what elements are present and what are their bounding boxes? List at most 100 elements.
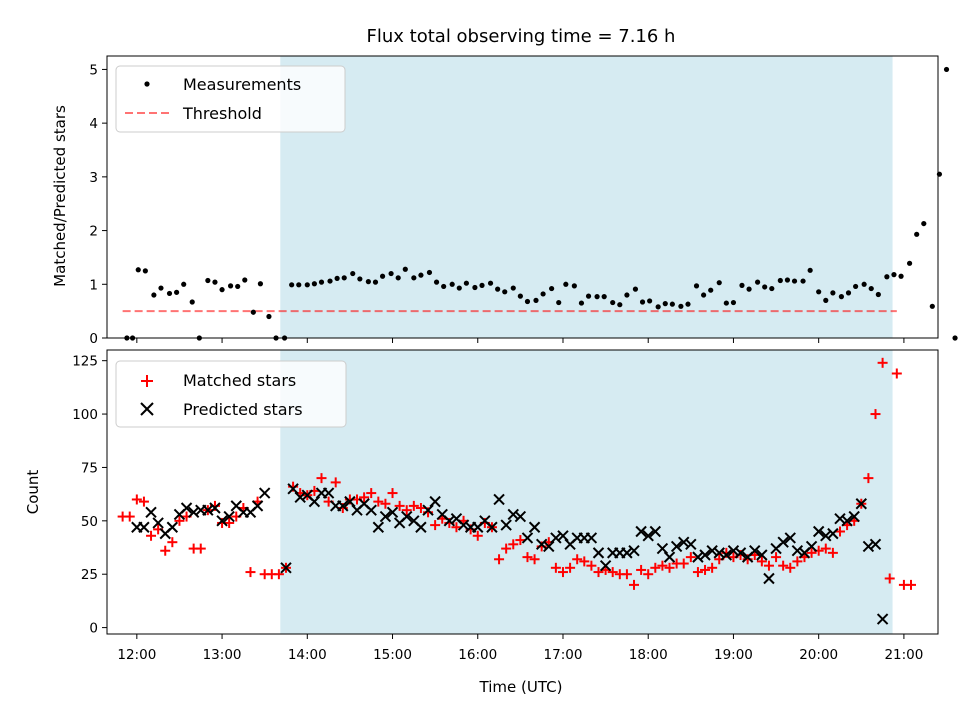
predicted-star-point [621, 547, 633, 559]
bottom-legend-box [115, 360, 347, 428]
y-tick-label: 3 [89, 170, 98, 186]
predicted-star-point [429, 495, 441, 508]
predicted-star-point [805, 540, 818, 553]
measurement-point [639, 299, 646, 305]
matched-star-point [451, 522, 462, 533]
matched-star-point [785, 562, 796, 573]
matched-star-point [870, 409, 881, 420]
predicted-star-point [628, 545, 640, 557]
matched-star-point [401, 505, 412, 516]
matched-star-point [515, 535, 526, 546]
matched-star-point [138, 496, 149, 507]
measurement-point [181, 281, 187, 287]
x-tick-label: 17:00 [544, 647, 583, 663]
measurement-point [205, 277, 211, 284]
predicted-star-point [337, 500, 349, 512]
measurement-point [318, 279, 325, 285]
predicted-star-point [500, 519, 512, 531]
measurement-point [540, 291, 546, 297]
measurement-point [350, 270, 356, 277]
matched-star-point [586, 560, 597, 571]
measurement-point [655, 304, 661, 310]
predicted-star-point [322, 487, 335, 499]
matched-star-point [508, 539, 519, 550]
matched-star-point [273, 569, 284, 580]
measurement-point [266, 313, 272, 320]
predicted-star-point [372, 521, 385, 533]
x-tick-label: 18:00 [629, 647, 668, 663]
predicted-star-point [287, 483, 299, 495]
predicted-star-point [756, 549, 768, 561]
predicted-star-point [535, 538, 548, 551]
measurement-point [479, 282, 485, 288]
predicted-star-point [308, 495, 321, 508]
measurement-point [388, 270, 394, 277]
matched-star-point [700, 564, 711, 575]
matched-star-point [621, 569, 632, 580]
top-panel: 0 1 2 3 4 5 Matched/Predicted stars Measureme… [51, 55, 958, 347]
top-axes-frame [106, 55, 939, 339]
bottom-x-ticks: 12:00 13:00 14:00 15:00 16:00 17:00 18:00 19:00… [117, 634, 923, 663]
measurement-point [784, 277, 791, 283]
x-axis-label: Time (UTC) [479, 678, 563, 696]
matched-star-point [650, 562, 661, 573]
predicted-star-point [592, 547, 605, 559]
matched-star-point [124, 511, 135, 522]
measurement-point [868, 285, 874, 292]
measurement-point [861, 281, 867, 287]
matched-star-point [494, 554, 505, 565]
measurement-point [327, 278, 333, 284]
predicted-star-point [699, 549, 711, 561]
legend-plus-marker [141, 375, 153, 387]
predicted-star-point [777, 536, 789, 548]
predicted-star-point [720, 549, 733, 561]
matched-star-point [359, 492, 370, 503]
measurement-point [418, 272, 424, 278]
measurement-point [472, 284, 478, 291]
measurement-point [762, 284, 768, 290]
predicted-star-point [869, 538, 882, 551]
measurement-point [311, 281, 317, 287]
predicted-star-point [187, 506, 200, 518]
measurement-point [158, 285, 164, 291]
predicted-star-point [443, 515, 456, 527]
measurement-point [769, 285, 775, 292]
predicted-star-point [152, 517, 164, 529]
measurement-points [124, 66, 958, 341]
measurement-point [884, 274, 890, 280]
matched-star-point [131, 494, 142, 505]
predicted-star-point [457, 519, 470, 531]
measurement-point [227, 283, 234, 289]
measurement-point [334, 275, 340, 281]
legend-label-matched: Matched stars [183, 371, 296, 390]
top-y-ticks: 0 1 2 3 4 5 [89, 62, 107, 347]
measurement-point [791, 278, 798, 284]
matched-star-point [678, 558, 689, 569]
chart-title: Flux total observing time = 7.16 h [367, 26, 676, 47]
matched-star-point [877, 357, 888, 368]
y-tick-label: 0 [89, 331, 98, 347]
matched-star-point [174, 515, 185, 526]
measurement-point [685, 301, 691, 307]
matched-star-point [522, 552, 533, 563]
y-tick-label: 2 [89, 224, 98, 240]
y-tick-label: 125 [72, 354, 98, 370]
predicted-star-point [209, 502, 221, 514]
predicted-star-point [685, 538, 697, 551]
measurement-point [647, 298, 653, 304]
measurement-point [914, 231, 920, 237]
matched-star-point [707, 562, 718, 573]
matched-star-point [806, 547, 817, 558]
measurement-point [730, 299, 737, 306]
matched-star-point [387, 488, 398, 499]
predicted-star-point [202, 504, 214, 516]
measurement-point [943, 66, 950, 73]
measurement-point [701, 292, 707, 298]
predicted-star-point [223, 510, 235, 523]
measurement-point [853, 283, 859, 290]
measurement-point [517, 293, 523, 299]
x-tick-label: 19:00 [714, 647, 753, 663]
predicted-star-point [422, 504, 434, 516]
measurement-point [921, 220, 927, 227]
